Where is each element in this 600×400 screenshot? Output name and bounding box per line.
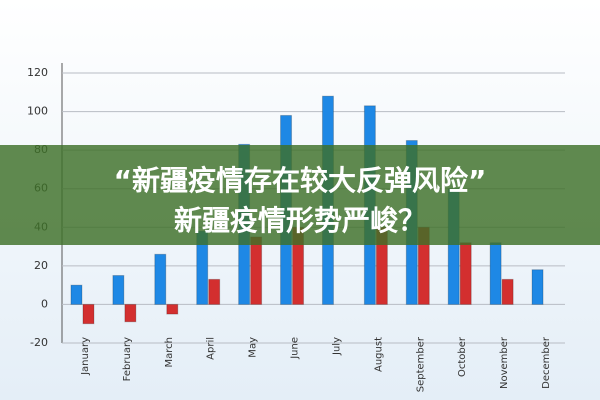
bar — [154, 253, 167, 305]
bar — [208, 278, 221, 305]
x-tick-label: July — [331, 337, 342, 356]
x-tick-label: September — [415, 336, 426, 392]
bar — [501, 278, 514, 305]
y-tick-label: 0 — [41, 297, 48, 310]
bar — [250, 236, 263, 305]
bar — [82, 303, 95, 325]
y-tick-label: -20 — [30, 336, 48, 349]
x-tick-label: December — [541, 336, 552, 389]
x-tick-label: April — [206, 337, 217, 360]
x-tick-label: February — [122, 337, 133, 381]
title: “新疆疫情存在较大反弹风险” — [114, 164, 487, 197]
y-tick-label: 120 — [27, 66, 48, 79]
x-tick-label: June — [290, 337, 301, 360]
bar — [124, 303, 137, 323]
y-tick-label: 20 — [34, 259, 48, 272]
x-tick-label: November — [499, 336, 510, 389]
bar — [459, 242, 472, 305]
bar — [70, 284, 83, 305]
x-tick-label: January — [80, 337, 91, 376]
x-tick-label: May — [248, 337, 259, 358]
bar — [531, 269, 544, 305]
bar — [112, 275, 125, 305]
x-tick-label: October — [457, 336, 468, 377]
bar — [489, 242, 502, 305]
banner — [0, 145, 600, 245]
subtitle: 新疆疫情形势严峻？ — [174, 204, 426, 237]
y-tick-label: 100 — [27, 105, 48, 118]
x-tick-label: March — [164, 337, 175, 367]
bar — [166, 303, 179, 315]
x-tick-label: August — [373, 337, 384, 372]
